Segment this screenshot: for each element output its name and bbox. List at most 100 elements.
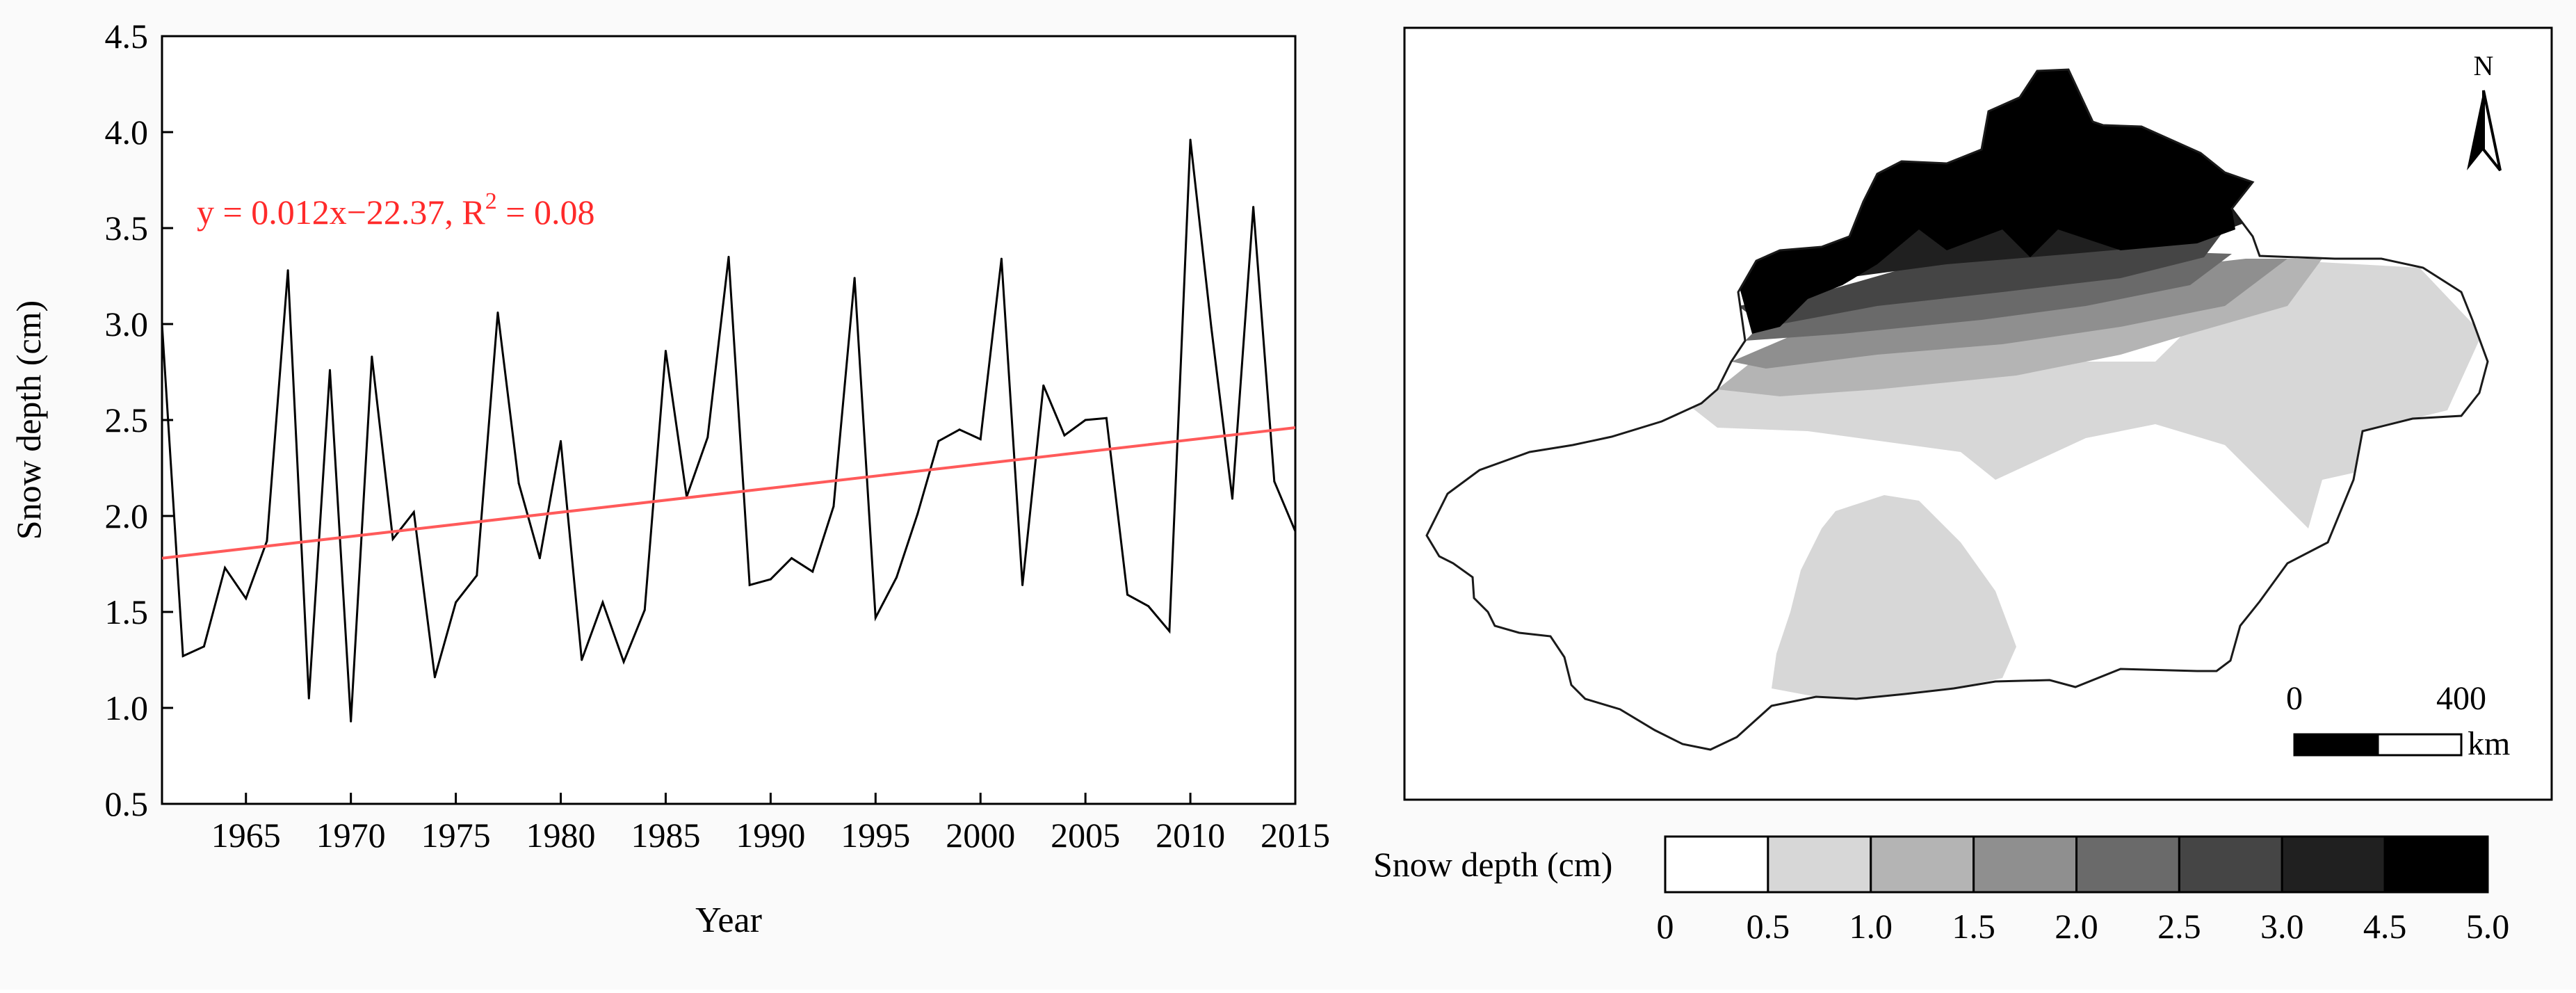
- y-tick-label: 2.5: [105, 401, 149, 439]
- data-point: [245, 597, 248, 600]
- data-point: [748, 583, 751, 586]
- data-point: [1147, 605, 1150, 608]
- scale-unit: km: [2468, 725, 2510, 762]
- data-point: [979, 438, 982, 441]
- regression-annotation-tail: = 0.08: [497, 193, 595, 232]
- scale-segment-black: [2293, 733, 2379, 757]
- data-point: [1168, 630, 1171, 633]
- data-point: [496, 311, 499, 314]
- x-tick-label: 2010: [1156, 816, 1225, 855]
- y-tick-label: 3.0: [105, 305, 149, 344]
- snow-depth-zones: [1669, 70, 2482, 699]
- x-tick-label: 1970: [316, 816, 386, 855]
- data-point: [412, 510, 415, 513]
- x-tick-label: 2000: [946, 816, 1015, 855]
- zone-2-5-3: [1738, 229, 2225, 327]
- data-point: [895, 576, 898, 579]
- data-point: [1210, 327, 1213, 330]
- scale-label-0: 0: [2286, 680, 2303, 717]
- data-point: [224, 567, 227, 570]
- data-point: [769, 578, 772, 581]
- data-point: [622, 661, 625, 663]
- legend: Snow depth (cm) 0 0.5 1.0 1.5 2.0 2.5 3.0 4.5 5.…: [1373, 835, 2509, 946]
- series-layer: [162, 138, 1295, 722]
- legend-bin: [2075, 835, 2180, 894]
- legend-tick-label: 2.0: [2055, 907, 2098, 946]
- data-point: [433, 676, 436, 679]
- y-tick-label: 1.0: [105, 688, 149, 727]
- x-tick-label: 2015: [1261, 816, 1330, 855]
- legend-bin: [1972, 835, 2077, 894]
- x-axis-label: Year: [695, 901, 762, 940]
- data-point: [791, 557, 793, 560]
- region-border: [1425, 68, 2489, 751]
- data-point: [874, 616, 877, 619]
- zone-0-5-1-south: [1772, 495, 2016, 699]
- legend-tick-label: 4.5: [2363, 907, 2407, 946]
- data-point: [916, 512, 919, 515]
- legend-tick-label: 1.0: [1849, 907, 1893, 946]
- data-point: [664, 350, 667, 353]
- data-point: [455, 601, 457, 604]
- data-point: [581, 659, 583, 661]
- x-axis-ticks: 1965 1970 1975 1980 1985 1990 1995 2000 2005 2010…: [211, 793, 1330, 855]
- data-point: [391, 538, 394, 540]
- data-point: [1084, 419, 1087, 421]
- legend-tick-label: 2.5: [2157, 907, 2201, 946]
- legend-tick-label: 0.5: [1747, 907, 1790, 946]
- scale-segment-white: [2376, 733, 2463, 757]
- snow-depth-map: [1425, 68, 2489, 751]
- zone-0-5-1: [1669, 259, 2482, 528]
- data-point: [1021, 583, 1024, 586]
- data-point: [350, 720, 353, 722]
- legend-tick-label: 3.0: [2260, 907, 2304, 946]
- legend-bin: [2281, 835, 2386, 894]
- data-point: [727, 255, 730, 258]
- data-point: [560, 439, 562, 442]
- y-tick-label: 2.0: [105, 496, 149, 535]
- data-point: [1273, 480, 1276, 483]
- legend-bin: [2178, 835, 2283, 894]
- x-tick-label: 1975: [421, 816, 491, 855]
- data-point: [1189, 138, 1192, 141]
- data-point: [958, 428, 961, 431]
- data-point: [1231, 497, 1233, 500]
- legend-bin: [1767, 835, 1872, 894]
- x-tick-label: 1985: [631, 816, 700, 855]
- y-axis-ticks: 0.5 1.0 1.5 2.0 2.5 3.0 3.5 4.0 4.5: [105, 17, 173, 823]
- y-tick-label: 3.5: [105, 209, 149, 248]
- y-tick-label: 0.5: [105, 784, 149, 823]
- legend-tick-label: 1.5: [1952, 907, 1995, 946]
- data-point: [1105, 417, 1108, 419]
- legend-bin: [1664, 835, 1769, 894]
- x-tick-label: 1980: [526, 816, 596, 855]
- legend-title: Snow depth (cm): [1373, 845, 1612, 884]
- legend-bin: [1870, 835, 1975, 894]
- regression-annotation: y = 0.012x−22.37, R2 = 0.08: [197, 188, 594, 232]
- data-point: [202, 645, 205, 648]
- snow-depth-map-panel: N 0 400 km Snow depth (cm) 0 0.5 1.0 1.5 2.0…: [1373, 26, 2553, 946]
- regression-annotation-main: y = 0.012x−22.37, R: [197, 193, 485, 232]
- y-axis-label: Snow depth (cm): [9, 300, 48, 540]
- data-point: [1063, 434, 1066, 437]
- data-point: [1252, 206, 1255, 209]
- data-point: [1000, 257, 1003, 260]
- data-point: [517, 482, 520, 485]
- legend-bin: [2383, 835, 2489, 894]
- snow-depth-timeseries-chart: 0.5 1.0 1.5 2.0 2.5 3.0 3.5 4.0 4.5 1965 1970 1975…: [9, 17, 1330, 940]
- y-tick-label: 1.5: [105, 592, 149, 631]
- data-point: [538, 557, 541, 560]
- data-point: [307, 697, 310, 700]
- trend-line: [162, 426, 1295, 560]
- data-point: [181, 654, 184, 657]
- data-point: [1126, 593, 1129, 596]
- data-point: [1042, 384, 1045, 387]
- data-point: [266, 540, 268, 542]
- data-point: [1294, 530, 1295, 533]
- data-point: [832, 505, 835, 508]
- legend-tick-label: 0: [1657, 907, 1674, 946]
- north-label: N: [2474, 50, 2494, 81]
- regression-annotation-superscript: 2: [485, 188, 497, 214]
